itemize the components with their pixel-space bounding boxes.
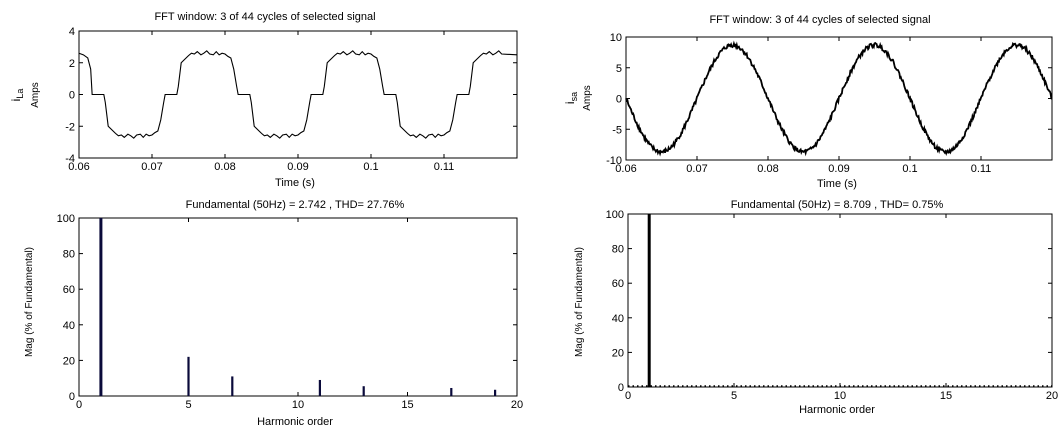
source-spectrum-bar: [647, 214, 651, 387]
source-spectrum-xtick-label: 5: [731, 390, 737, 402]
load-current-xtick-label: 0.06: [68, 161, 89, 173]
load-current-ytick-label: -4: [65, 153, 75, 165]
source-spectrum-title: Fundamental (50Hz) = 8.709 , THD= 0.75%: [731, 199, 944, 211]
load-current-ytick-label: 0: [69, 90, 75, 102]
load-spectrum-bar: [362, 386, 365, 396]
source-current-xtick-label: 0.07: [686, 163, 707, 175]
source-spectrum-ytick-label: 40: [612, 313, 624, 325]
source-current-title: FFT window: 3 of 44 cycles of selected s…: [709, 14, 930, 26]
load-current-xlabel: Time (s): [275, 177, 315, 189]
source-spectrum-axes-frame: [627, 213, 1053, 388]
load-current-ytick-label: 4: [69, 26, 75, 38]
source-spectrum-ytick-label: 60: [612, 278, 624, 290]
load-spectrum-ytick-label: 60: [63, 284, 75, 296]
source-current-ylabel-symbol: isa: [563, 92, 579, 104]
source-current-ytick-label: -10: [606, 155, 622, 167]
load-spectrum-ytick-label: 80: [63, 249, 75, 261]
source-current-ytick-label: 0: [616, 94, 622, 106]
load-current-ylabel: iLa Amps: [9, 82, 41, 108]
load-spectrum-xtick-label: 20: [511, 399, 523, 411]
source-current-ylabel-unit: Amps: [582, 85, 593, 111]
source-current-xlabel: Time (s): [817, 178, 857, 190]
source-current-series-line: [625, 40, 1053, 157]
load-spectrum-title: Fundamental (50Hz) = 2.742 , THD= 27.76%: [186, 199, 405, 211]
source-spectrum-ytick-label: 20: [612, 347, 624, 359]
source-current-xtick-label: 0.06: [615, 163, 636, 175]
load-current-xtick-label: 0.09: [287, 161, 308, 173]
source-current-xtick-label: 0.1: [902, 163, 917, 175]
source-spectrum-xtick-label: 0: [625, 390, 631, 402]
load-spectrum-ytick-label: 0: [69, 391, 75, 403]
load-spectrum-bar: [231, 376, 234, 396]
load-spectrum-xtick-label: 15: [401, 399, 413, 411]
load-spectrum-ytick-label: 40: [63, 320, 75, 332]
load-spectrum-axes-frame: [78, 217, 518, 397]
source-spectrum-ytick-label: 80: [612, 244, 624, 256]
load-spectrum-xtick-label: 10: [292, 399, 304, 411]
load-spectrum-xtick-label: 0: [76, 399, 82, 411]
source-current-panel: FFT window: 3 of 44 cycles of selected s…: [563, 14, 1053, 190]
source-current-ytick-label: 10: [610, 32, 622, 44]
source-spectrum-ylabel: Mag (% of Fundamental): [574, 247, 585, 357]
load-spectrum-bar: [187, 356, 190, 396]
load-spectrum-xlabel: Harmonic order: [257, 416, 333, 428]
load-spectrum-ytick-label: 20: [63, 355, 75, 367]
source-current-ytick-label: -5: [612, 124, 622, 136]
source-spectrum-xtick-label: 15: [940, 390, 952, 402]
load-current-panel: FFT window: 3 of 44 cycles of selected s…: [9, 11, 518, 189]
source-current-xtick-label: 0.08: [757, 163, 778, 175]
source-current-ylabel: isa Amps: [563, 85, 593, 111]
load-spectrum-xtick-label: 5: [185, 399, 191, 411]
load-current-xtick-label: 0.1: [363, 161, 378, 173]
load-spectrum-ytick-label: 100: [57, 213, 75, 225]
load-current-axes-frame: [78, 30, 518, 159]
source-spectrum-xlabel: Harmonic order: [799, 404, 875, 416]
load-spectrum-ylabel: Mag (% of Fundamental): [24, 247, 35, 357]
load-current-ylabel-unit: Amps: [30, 82, 41, 108]
load-current-xtick-label: 0.08: [214, 161, 235, 173]
load-current-ytick-label: 2: [69, 58, 75, 70]
load-spectrum-bar: [99, 218, 103, 396]
source-current-ytick-label: 5: [616, 63, 622, 75]
source-current-xtick-label: 0.09: [828, 163, 849, 175]
load-spectrum-panel: Fundamental (50Hz) = 2.742 , THD= 27.76%…: [24, 199, 523, 428]
load-current-xtick-label: 0.07: [141, 161, 162, 173]
load-current-title: FFT window: 3 of 44 cycles of selected s…: [154, 11, 375, 23]
load-current-ytick-label: -2: [65, 121, 75, 133]
source-spectrum-xtick-label: 20: [1046, 390, 1058, 402]
load-current-series-line: [78, 50, 518, 139]
load-spectrum-bar: [494, 389, 497, 396]
source-spectrum-ytick-label: 100: [606, 209, 624, 221]
load-current-xtick-label: 0.11: [434, 161, 455, 173]
source-spectrum-panel: Fundamental (50Hz) = 8.709 , THD= 0.75% …: [574, 199, 1058, 416]
load-spectrum-bar: [450, 387, 453, 396]
source-current-xtick-label: 0.11: [971, 163, 992, 175]
load-current-ylabel-symbol: iLa: [9, 89, 25, 102]
source-spectrum-xtick-label: 10: [834, 390, 846, 402]
load-spectrum-bar: [318, 379, 321, 396]
source-spectrum-ytick-label: 0: [618, 382, 624, 394]
